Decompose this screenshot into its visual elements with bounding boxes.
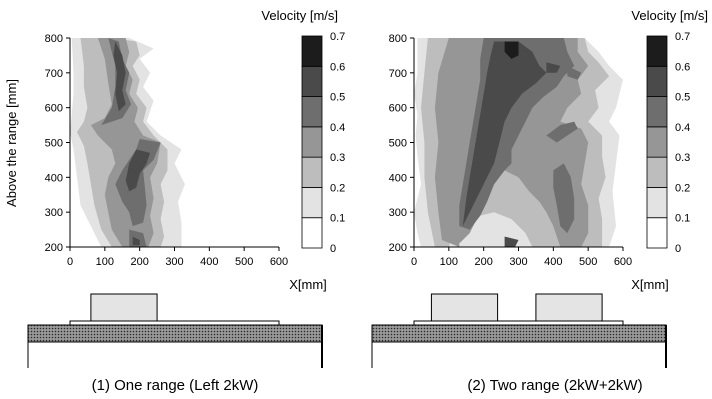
contour-fills (70, 38, 185, 247)
x-tick-label: 100 (440, 256, 458, 268)
colorbar-tick-label: 0.1 (330, 213, 345, 225)
x-tick-label: 0 (67, 256, 73, 268)
colorbar-tick-label: 0.7 (675, 31, 690, 43)
y-tick-label: 400 (389, 172, 407, 184)
colorbar-tick-label: 0.5 (330, 92, 345, 104)
contour-region-0_4-6 (553, 163, 575, 234)
y-tick-label: 400 (45, 172, 63, 184)
x-tick-label: 300 (165, 256, 183, 268)
contour-region-0_5-7 (462, 41, 547, 227)
colorbar-band-0 (646, 217, 668, 249)
colorbar-band-0 (301, 217, 323, 249)
y-tick-label: 600 (389, 103, 407, 115)
x-tick-label: 500 (235, 256, 253, 268)
colorbar-tick-label: 0 (675, 243, 681, 255)
colorbar-band-3 (646, 126, 668, 158)
x-tick-label: 200 (474, 256, 492, 268)
colorbar-tick-label: 0.2 (330, 182, 345, 194)
contour-region-0_4-4 (115, 139, 161, 227)
contour-region-0_4-4 (567, 65, 582, 80)
panel-caption: (2) Two range (2kW+2kW) (467, 377, 642, 394)
y-tick-label: 200 (389, 242, 407, 254)
colorbar-tick-label: 0.6 (675, 61, 690, 73)
contour-region-0_6-10 (504, 41, 519, 59)
colorbar-band-1 (301, 187, 323, 219)
y-tick-label: 300 (45, 207, 63, 219)
colorbar-title: Velocity [m/s] (631, 8, 708, 23)
colorbar-title: Velocity [m/s] (261, 8, 338, 23)
contour-region-0_5-6 (113, 41, 126, 112)
colorbar-band-5 (646, 65, 668, 97)
colorbar-band-4 (301, 96, 323, 128)
colorbar-tick-label: 0.4 (675, 122, 690, 134)
y-tick-label: 500 (45, 138, 63, 150)
y-tick-label: 600 (45, 103, 63, 115)
pot-1 (90, 293, 158, 322)
contour-region-0_5-8 (546, 62, 561, 73)
colorbar-tick-label: 0.3 (330, 152, 345, 164)
colorbar-band-6 (301, 35, 323, 67)
colorbar-band-1 (646, 187, 668, 219)
x-tick-label: 600 (614, 256, 632, 268)
x-tick-label: 400 (200, 256, 218, 268)
cooktop-surface (27, 324, 323, 343)
range-top-plate (413, 320, 624, 326)
cooktop-surface (371, 324, 667, 343)
colorbar-tick-label: 0.5 (675, 92, 690, 104)
x-axis-title: X[mm] (631, 277, 669, 292)
colorbar-band-2 (301, 156, 323, 188)
colorbar-band-5 (301, 65, 323, 97)
x-axis-title: X[mm] (289, 277, 327, 292)
colorbar-tick-label: 0.4 (330, 122, 345, 134)
contour-region-0_5-8 (132, 236, 140, 246)
y-tick-label: 700 (389, 68, 407, 80)
y-tick-label: 200 (45, 242, 63, 254)
colorbar-tick-label: 0.6 (330, 61, 345, 73)
pot-1 (430, 293, 499, 322)
x-tick-label: 400 (544, 256, 562, 268)
y-axis-title: Above the range [mm] (4, 79, 19, 207)
range-top-plate (69, 320, 280, 326)
x-tick-label: 600 (270, 256, 288, 268)
chart-panel-1: 0 100 200 300 400 500 600 200 300 400 500 600 700 800… (4, 8, 345, 394)
y-tick-label: 500 (389, 138, 407, 150)
y-tick-label: 800 (45, 33, 63, 45)
colorbar-band-4 (646, 96, 668, 128)
colorbar-tick-label: 0.2 (675, 182, 690, 194)
colorbar-tick-label: 0.7 (330, 31, 345, 43)
contour-fills (414, 38, 623, 247)
y-tick-label: 700 (45, 68, 63, 80)
colorbar-tick-label: 0.3 (675, 152, 690, 164)
contour-region-0_5-9 (504, 236, 519, 247)
colorbar-band-3 (301, 126, 323, 158)
x-tick-label: 300 (509, 256, 527, 268)
colorbar-tick-label: 0.1 (675, 213, 690, 225)
x-tick-label: 200 (130, 256, 148, 268)
colorbar-band-2 (646, 156, 668, 188)
y-tick-label: 300 (389, 207, 407, 219)
colorbar-tick-label: 0 (330, 243, 336, 255)
pot-2 (535, 293, 603, 322)
x-tick-label: 0 (411, 256, 417, 268)
contour-region-0_4-5 (546, 121, 578, 143)
chart-panel-2: 0 100 200 300 400 500 600 200 300 400 500 600 700 800… (371, 8, 708, 394)
y-tick-label: 800 (389, 33, 407, 45)
panel-caption: (1) One range (Left 2kW) (92, 377, 259, 394)
contour-region-0_5-7 (125, 149, 151, 192)
x-tick-label: 500 (579, 256, 597, 268)
colorbar-band-6 (646, 35, 668, 67)
x-tick-label: 100 (96, 256, 114, 268)
